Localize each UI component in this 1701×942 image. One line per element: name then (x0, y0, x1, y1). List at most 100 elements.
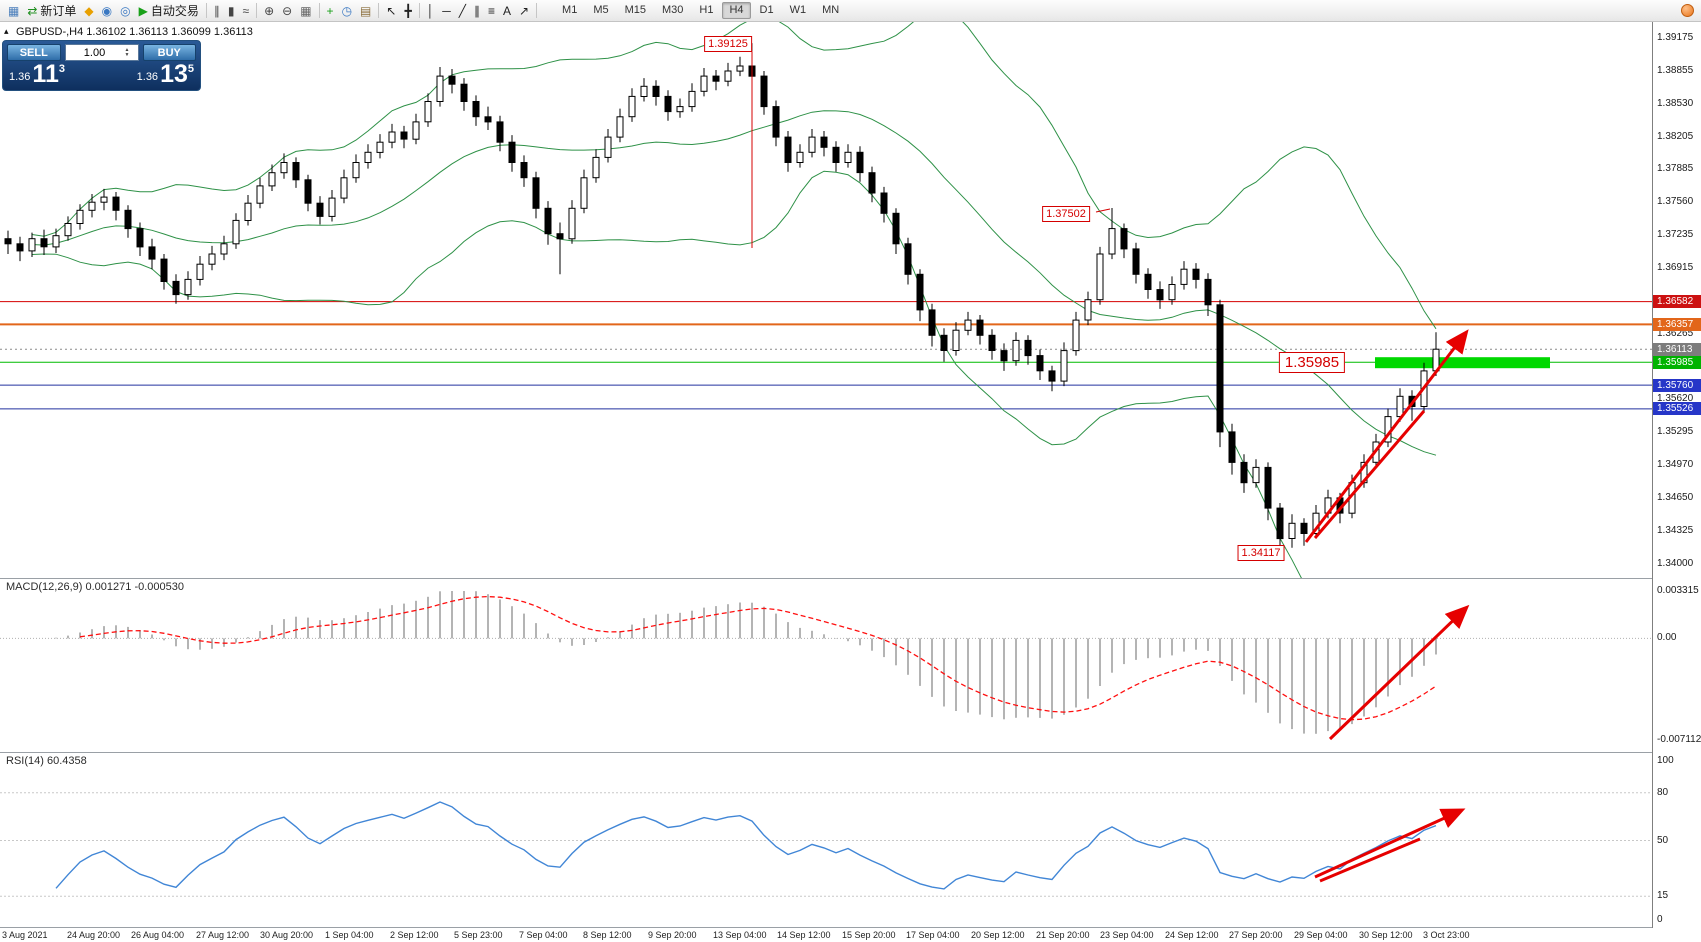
price-callout[interactable]: 1.35985 (1278, 352, 1346, 373)
fibonacci-button[interactable]: ≡ (484, 2, 499, 20)
toolbar-separator (418, 3, 420, 18)
chart-candles-button[interactable]: ▮ (224, 2, 239, 20)
spin-up-icon[interactable]: ▲ (124, 46, 130, 53)
time-axis-label: 9 Sep 20:00 (648, 930, 697, 940)
bollinger-bands (31, 22, 1437, 578)
time-axis-label: 17 Sep 04:00 (906, 930, 960, 940)
cursor-button[interactable]: ↖ (382, 2, 400, 20)
indicator-axis-label: 15 (1657, 890, 1669, 901)
zoom-out-icon: ⊖ (282, 3, 293, 18)
new-order-button[interactable]: ⇄ 新订单 (23, 2, 80, 20)
market-watch-button[interactable]: ◆ (80, 2, 97, 20)
volume-input[interactable] (65, 46, 124, 59)
timeframe-m1-button[interactable]: M1 (562, 4, 578, 16)
timeframe-w1-button[interactable]: W1 (789, 4, 807, 16)
time-axis-label: 5 Sep 23:00 (454, 930, 503, 940)
bid-price[interactable]: 1.36 11 3 (9, 62, 65, 87)
timeframe-mn-button[interactable]: MN (822, 4, 840, 16)
trend-arrow[interactable] (1313, 410, 1426, 539)
indicators-icon: + (326, 3, 334, 18)
bid-price-small: 1.36 (9, 71, 31, 83)
tile-windows-button[interactable]: ▦ (296, 2, 315, 20)
new-chart-button[interactable]: ▦ (4, 2, 23, 20)
trend-arrow[interactable] (1304, 329, 1469, 543)
rsi-line (55, 801, 1437, 890)
rsi-panel-canvas[interactable] (0, 753, 1652, 927)
data-window-button[interactable]: ◉ (98, 2, 116, 20)
buy-button[interactable]: BUY (142, 44, 196, 61)
chart-line-button[interactable]: ≈ (238, 2, 253, 20)
equidistant-channel-button[interactable]: ∥ (470, 2, 484, 20)
price-axis-label: 1.38855 (1657, 65, 1694, 76)
price-callout[interactable]: 1.34117 (1237, 545, 1285, 561)
trendline-icon: ╱ (458, 3, 466, 18)
ask-price-small: 1.36 (136, 71, 159, 83)
arrows-tool-button[interactable]: ↗ (515, 2, 533, 20)
support-zone-rectangle[interactable] (1375, 357, 1550, 369)
price-callout[interactable]: 1.39125 (704, 36, 752, 52)
time-axis-label: 29 Sep 04:00 (1294, 930, 1348, 940)
trend-arrow[interactable] (1314, 808, 1466, 879)
zoom-in-button[interactable]: ⊕ (260, 2, 278, 20)
price-axis[interactable]: 1.39175 1.38855 1.38530 1.38205 1.37885 1.375… (1652, 22, 1701, 928)
spin-down-icon[interactable]: ▼ (124, 51, 130, 58)
panel-separator[interactable] (0, 927, 1701, 928)
autotrading-button[interactable]: ▶ 自动交易 (135, 2, 203, 20)
timeframe-d1-button[interactable]: D1 (759, 4, 774, 16)
price-axis-label: 1.38205 (1657, 131, 1694, 142)
zoom-out-button[interactable]: ⊖ (278, 2, 296, 20)
panel-separator[interactable] (0, 578, 1701, 579)
cursor-icon: ↖ (386, 3, 397, 18)
macd-name: MACD(12,26,9) (6, 581, 83, 593)
tile-windows-icon: ▦ (300, 3, 312, 18)
panel-separator[interactable] (0, 752, 1701, 753)
indicator-axis-label: 80 (1657, 787, 1669, 798)
trendline-button[interactable]: ╱ (455, 2, 470, 20)
time-axis[interactable]: 3 Aug 2021 24 Aug 20:00 26 Aug 04:00 27 Aug… (0, 928, 1652, 942)
price-axis-label: 1.34970 (1657, 459, 1694, 470)
timeframe-h1-button[interactable]: H1 (699, 4, 714, 16)
sell-button[interactable]: SELL (7, 44, 61, 61)
toolbar-separator (378, 3, 380, 18)
timeframe-m5-button[interactable]: M5 (593, 4, 609, 16)
timeframe-m30-button[interactable]: M30 (662, 4, 684, 16)
one-click-collapse-icon[interactable]: ▴ (4, 26, 9, 36)
macd-signal-value: -0.000530 (134, 581, 184, 593)
navigator-button[interactable]: ◎ (116, 2, 134, 20)
trend-arrow[interactable] (1319, 837, 1421, 883)
crosshair-button[interactable]: ╋ (400, 2, 415, 20)
periods-button[interactable]: ◷ (338, 2, 356, 20)
autotrading-label: 自动交易 (150, 4, 199, 18)
indicator-axis-label: 100 (1657, 755, 1674, 766)
text-tool-button[interactable]: A (499, 2, 515, 20)
volume-spinner[interactable]: ▲ ▼ (124, 46, 130, 58)
price-axis-label: 1.37885 (1657, 163, 1694, 174)
ask-price[interactable]: 1.36 13 5 (136, 60, 194, 88)
volume-field[interactable]: ▲▼ (64, 44, 139, 61)
horizontal-line-objects[interactable] (0, 301, 1652, 410)
notification-icon[interactable] (1681, 4, 1694, 17)
indicators-button[interactable]: + (323, 2, 338, 20)
time-axis-label: 23 Sep 04:00 (1100, 930, 1154, 940)
horizontal-line-button[interactable]: ─ (438, 2, 455, 20)
time-axis-label: 24 Sep 12:00 (1165, 930, 1219, 940)
horizontal-line-icon: ─ (442, 3, 451, 18)
timeframe-h4-button[interactable]: H4 (722, 2, 751, 19)
main-chart-canvas[interactable] (0, 22, 1652, 578)
trend-arrow[interactable] (1328, 604, 1470, 741)
vertical-line-button[interactable]: │ (423, 2, 439, 20)
rsi-indicator-label: RSI(14) 60.4358 (6, 755, 87, 767)
ask-price-big: 13 (160, 60, 188, 88)
price-axis-badge: 1.36582 (1653, 295, 1701, 308)
rsi-value: 60.4358 (46, 755, 87, 767)
price-axis-label: 1.35620 (1657, 393, 1694, 404)
templates-button[interactable]: ▤ (356, 2, 375, 20)
chart-bars-button[interactable]: ∥ (210, 2, 224, 20)
price-callout[interactable]: 1.37502 (1042, 206, 1090, 222)
macd-main-value: 0.001271 (85, 581, 132, 593)
timeframe-m15-button[interactable]: M15 (624, 4, 646, 16)
macd-panel-canvas[interactable] (0, 579, 1652, 752)
candles-layer (4, 43, 1440, 553)
time-axis-label: 21 Sep 20:00 (1036, 930, 1090, 940)
